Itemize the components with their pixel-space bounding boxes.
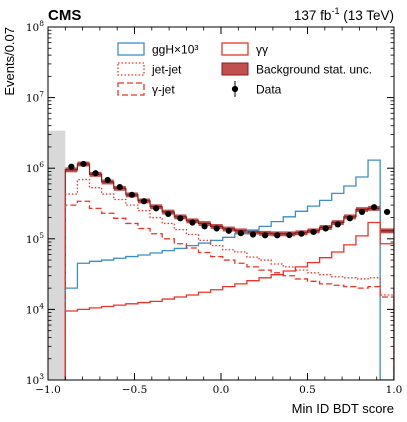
data-point	[346, 215, 353, 222]
y-tick-base: 10	[26, 93, 39, 105]
experiment-label: CMS	[48, 7, 81, 24]
y-tick-exponent: 5	[39, 231, 44, 240]
x-axis-title: Min ID BDT score	[292, 401, 394, 416]
lumi-value: 137 fb	[294, 8, 332, 23]
swatch-icon	[221, 42, 249, 56]
data-point	[116, 183, 123, 191]
data-point	[249, 231, 257, 238]
data-point	[68, 163, 75, 170]
legend-item-ggh: ggH×10³	[117, 42, 198, 57]
unc-swatch-icon	[221, 62, 249, 76]
y-tick-base: 10	[26, 22, 39, 34]
swatch-icon	[117, 82, 145, 96]
lumi-exponent: -1	[331, 6, 339, 16]
data-point	[177, 215, 184, 222]
axes-frame	[47, 26, 395, 381]
plot-area	[48, 130, 394, 380]
data-point	[322, 225, 329, 232]
data-point	[140, 198, 148, 205]
data-point	[298, 230, 305, 237]
swatch-icon	[117, 62, 145, 76]
data-point	[286, 231, 293, 239]
y-tick-label: 106	[26, 160, 44, 175]
y-axis-title: Events/0.07	[2, 27, 17, 96]
y-tick-exponent: 4	[39, 301, 44, 310]
data-point	[213, 225, 220, 232]
data-point	[262, 232, 269, 239]
legend-label: Data	[256, 83, 282, 97]
y-tick-label: 108	[26, 19, 44, 34]
x-tick-label: 1.0	[386, 384, 403, 396]
data-point	[104, 176, 111, 184]
data-point	[80, 160, 87, 168]
x-tick-label: 0.0	[213, 384, 230, 396]
x-tick-label: −0.5	[122, 384, 148, 396]
legend: ggH×10³ jet-jet γ-jet γγ Background stat. un…	[117, 42, 372, 97]
legend-label: Background stat. unc.	[256, 63, 372, 77]
data-point	[383, 208, 391, 216]
legend-item-gammajet: γ-jet	[117, 82, 175, 97]
excluded-region	[48, 130, 66, 380]
y-tick-exponent: 8	[39, 19, 44, 28]
y-tick-exponent: 6	[39, 160, 44, 169]
data-point	[310, 228, 317, 236]
data-point	[358, 208, 366, 216]
gamma-gamma-histogram	[64, 221, 394, 380]
data-point	[165, 210, 172, 218]
y-tick-exponent: 7	[39, 90, 44, 99]
ggh-histogram	[64, 159, 394, 380]
data-point	[201, 223, 208, 230]
gamma-jet-histogram	[64, 200, 394, 380]
legend-item-gammagamma: γγ	[221, 42, 268, 57]
data-point	[334, 221, 341, 228]
y-tick-base: 10	[26, 304, 39, 316]
y-tick-base: 10	[26, 234, 39, 246]
y-tick-base: 10	[26, 375, 39, 387]
lumi-energy: (13 TeV)	[339, 8, 394, 23]
swatch-icon	[117, 42, 145, 56]
data-marker-dot	[231, 85, 239, 93]
data-point	[153, 205, 160, 212]
y-tick-label: 107	[26, 90, 44, 105]
luminosity-label: 137 fb-1 (13 TeV)	[294, 6, 394, 23]
jet-jet-histogram	[64, 178, 394, 380]
data-point	[371, 204, 378, 211]
data-point	[225, 227, 232, 234]
legend-label: γγ	[256, 43, 268, 57]
data-point	[237, 230, 244, 237]
legend-item-data: Data	[231, 81, 282, 97]
legend-item-unc: Background stat. unc.	[221, 62, 372, 77]
y-tick-label: 104	[26, 301, 44, 316]
data-point	[128, 191, 136, 198]
y-tick-exponent: 3	[39, 372, 44, 381]
x-tick-label: 0.5	[299, 384, 316, 396]
y-tick-label: 105	[26, 231, 44, 246]
legend-label: γ-jet	[152, 83, 175, 97]
data-point	[274, 232, 281, 239]
data-point	[92, 170, 99, 177]
y-tick-base: 10	[26, 163, 39, 175]
y-tick-label: 103	[26, 372, 44, 387]
legend-label: jet-jet	[151, 63, 182, 77]
legend-label: ggH×10³	[152, 43, 198, 57]
legend-item-jetjet: jet-jet	[117, 62, 182, 77]
background-total-line	[64, 163, 394, 380]
data-point	[189, 219, 196, 226]
x-tick-label: −1.0	[35, 384, 61, 396]
